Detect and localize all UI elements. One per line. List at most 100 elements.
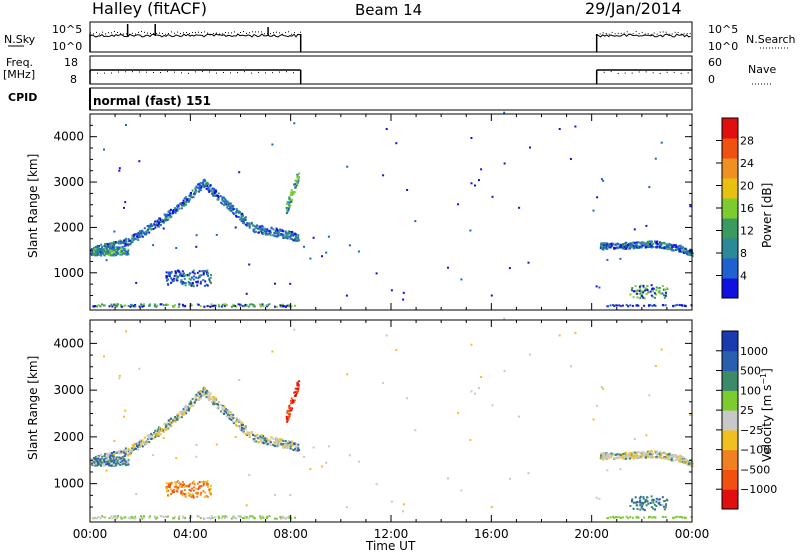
power-point [217, 196, 220, 199]
velocity-point [101, 515, 104, 518]
power-point [295, 235, 297, 238]
velocity-point [158, 430, 161, 433]
velocity-point [111, 452, 113, 454]
velocity-point [166, 489, 169, 492]
power-point [630, 288, 633, 291]
power-point [225, 304, 228, 307]
power-point [184, 282, 187, 285]
velocity-point [134, 448, 137, 450]
power-point [267, 230, 270, 232]
velocity-point [138, 367, 141, 370]
power-point [652, 295, 655, 298]
power-point [289, 237, 292, 240]
power-point [508, 267, 511, 270]
velocity-point [171, 491, 174, 494]
velocity-point [180, 492, 183, 495]
power-point [647, 291, 650, 294]
velocity-point [675, 458, 678, 461]
power-point [664, 288, 666, 291]
velocity-point [124, 447, 127, 450]
velocity-point [527, 472, 530, 475]
power-point [684, 247, 687, 250]
velocity-point [689, 458, 692, 461]
velocity-point [123, 451, 126, 454]
velocity-point [215, 443, 218, 446]
velocity-point [179, 485, 181, 487]
velocity-point [664, 506, 667, 509]
velocity-point [287, 441, 290, 444]
colorbar-swatch [722, 198, 738, 219]
velocity-point [291, 440, 294, 443]
velocity-point [165, 425, 167, 428]
power-point [592, 209, 595, 212]
power-point [671, 245, 674, 248]
velocity-point [294, 393, 297, 396]
power-point [224, 203, 227, 206]
velocity-point [615, 456, 618, 459]
power-point [198, 270, 201, 273]
velocity-point [126, 462, 129, 465]
power-point [357, 250, 360, 253]
velocity-point [629, 505, 632, 507]
velocity-point [296, 391, 299, 394]
power-point [619, 246, 622, 249]
power-point [163, 219, 166, 222]
power-point [527, 261, 530, 264]
power-point [635, 243, 638, 246]
power-point [196, 284, 199, 287]
velocity-point [469, 439, 472, 441]
velocity-point [111, 517, 114, 520]
velocity-point [140, 444, 143, 447]
power-point [272, 228, 275, 231]
power-point [197, 183, 200, 186]
power-point [170, 272, 173, 274]
power-point [255, 227, 258, 230]
noise-dot [168, 33, 169, 34]
velocity-point [288, 414, 291, 417]
power-point [188, 283, 191, 286]
velocity-point [648, 450, 651, 453]
velocity-point [687, 464, 690, 466]
power-point [274, 230, 277, 233]
power-point [655, 245, 658, 248]
velocity-point [265, 440, 268, 443]
velocity-point [167, 485, 170, 488]
velocity-point [156, 516, 159, 519]
velocity-point [207, 396, 210, 399]
power-point [116, 251, 119, 254]
power-point [96, 246, 99, 248]
power-point [167, 271, 170, 274]
power-point [101, 249, 104, 252]
velocity-point [645, 456, 647, 459]
noise-dot [144, 31, 145, 33]
velocity-point [125, 330, 127, 333]
power-point [646, 240, 649, 243]
power-point [133, 233, 136, 236]
velocity-point [681, 457, 684, 460]
power-point [680, 250, 683, 253]
power-point [642, 296, 645, 299]
power-point [321, 255, 323, 258]
velocity-point [137, 448, 140, 451]
power-point [293, 233, 296, 236]
power-point [327, 235, 330, 238]
power-ylabel: Slant Range [km] [26, 154, 40, 258]
power-point [193, 272, 196, 275]
velocity-point [226, 415, 229, 418]
velocity-point [288, 406, 291, 409]
velocity-point [194, 396, 197, 399]
velocity-point [101, 459, 104, 462]
power-point [208, 187, 211, 190]
velocity-point [181, 494, 184, 497]
power-point [172, 212, 175, 215]
velocity-point [602, 458, 605, 461]
power-point [294, 183, 297, 186]
power-point [259, 228, 262, 231]
velocity-point [101, 455, 104, 458]
noise-dot [171, 31, 172, 33]
power-point [183, 197, 186, 200]
velocity-point [637, 455, 640, 458]
velocity-point [117, 452, 120, 455]
power-point [609, 246, 612, 249]
